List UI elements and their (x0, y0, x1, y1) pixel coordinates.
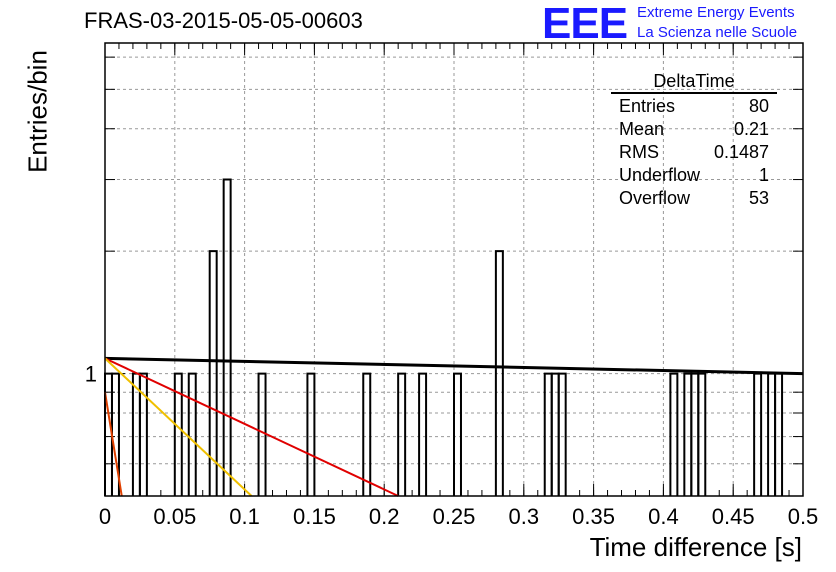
eee-logo: EEE (542, 0, 628, 48)
histogram-bin (697, 372, 707, 496)
fit-line-orange (104, 392, 123, 497)
stats-value: 0.1487 (713, 142, 769, 162)
histogram-bin (208, 250, 218, 496)
stats-value: 1 (758, 165, 769, 185)
fit-line-black (104, 356, 804, 376)
stats-value: 53 (748, 188, 769, 208)
histogram-bin (397, 372, 407, 496)
stats-row-overflow: Overflow 53 (611, 187, 777, 210)
fit-line-red (104, 357, 399, 497)
x-tick-label: 0.3 (509, 504, 540, 529)
fit-line-yellow (104, 357, 253, 497)
histogram-bin (669, 372, 679, 496)
stats-label: RMS (619, 142, 659, 162)
histogram-bin (453, 372, 462, 496)
logo-line-1: Extreme Energy Events (637, 4, 795, 21)
histogram-bin (362, 372, 372, 496)
x-tick-label: 0.4 (648, 504, 679, 529)
stats-label: Entries (619, 96, 676, 116)
x-tick-label: 0.45 (712, 504, 755, 529)
stats-row-entries: Entries 80 (611, 95, 777, 118)
histogram-bin (306, 372, 316, 496)
x-tick-label: 0.15 (293, 504, 336, 529)
stats-row-mean: Mean 0.21 (611, 118, 777, 141)
histogram-bin (187, 372, 197, 496)
x-tick-label: 0 (99, 504, 111, 529)
stats-title: DeltaTime (611, 70, 777, 94)
logo-line-2: La Scienza nelle Scuole (637, 24, 798, 41)
x-axis-label: Time difference [s] (589, 532, 802, 562)
stats-row-underflow: Underflow 1 (611, 164, 777, 187)
histogram-bin (222, 178, 232, 496)
histogram-bin (418, 372, 428, 496)
x-tick-label: 0.5 (788, 504, 819, 529)
histogram-bin (494, 250, 504, 496)
x-tick-label: 0.05 (153, 504, 196, 529)
stats-box: DeltaTime Entries 80 Mean 0.21 RMS 0.148… (611, 70, 777, 210)
histogram-bin (138, 372, 148, 496)
stats-row-rms: RMS 0.1487 (611, 141, 777, 164)
histogram-bin (557, 372, 567, 496)
stats-label: Underflow (619, 165, 701, 185)
x-tick-label: 0.25 (433, 504, 476, 529)
y-axis-label: Entries/bin (22, 50, 53, 173)
chart-title: FRAS-03-2015-05-05-00603 (84, 8, 363, 33)
stats-value: 0.21 (733, 119, 769, 139)
y-tick-label: 1 (85, 362, 97, 387)
plot-frame (104, 42, 804, 497)
x-tick-label: 0.1 (229, 504, 260, 529)
x-tick-label: 0.35 (572, 504, 615, 529)
histogram-bin (173, 372, 183, 496)
stats-value: 80 (748, 96, 769, 116)
stats-label: Mean (619, 119, 665, 139)
x-tick-label: 0.2 (369, 504, 400, 529)
stats-label: Overflow (619, 188, 691, 208)
